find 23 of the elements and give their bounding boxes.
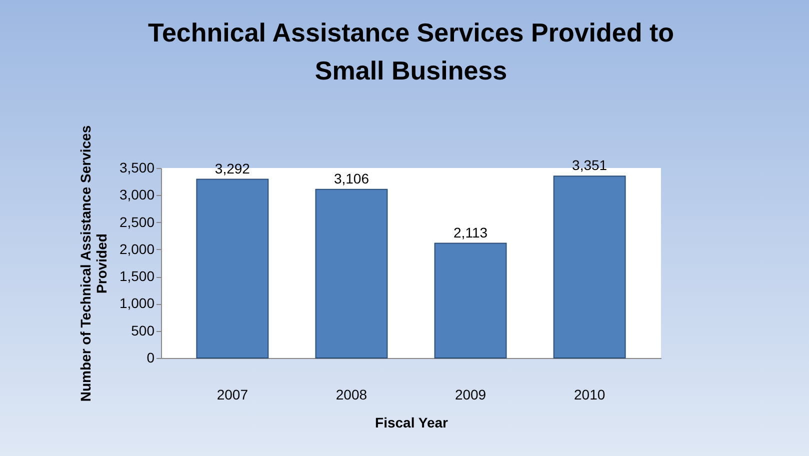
y-tick-label: 0 bbox=[146, 350, 155, 366]
y-tick-label: 500 bbox=[131, 322, 155, 338]
bar bbox=[553, 176, 626, 358]
x-tick-label: 2010 bbox=[574, 386, 606, 402]
x-axis-title: Fiscal Year bbox=[375, 414, 449, 430]
data-label: 2,113 bbox=[454, 224, 488, 240]
y-tick-label: 2,000 bbox=[119, 240, 155, 257]
x-tick-label: 2007 bbox=[216, 386, 248, 402]
data-label: 3,292 bbox=[214, 160, 250, 176]
y-tick-label: 1,500 bbox=[119, 268, 155, 284]
chart-title: Technical Assistance Services Provided to Small Business bbox=[148, 18, 674, 86]
y-tick-label: 3,000 bbox=[119, 186, 155, 203]
data-label: 3,106 bbox=[334, 170, 370, 186]
y-axis-title: Number of Technical Assistance Services Provided bbox=[77, 125, 110, 402]
y-tick-label: 3,500 bbox=[119, 160, 155, 176]
bar bbox=[196, 178, 269, 358]
x-tick-label: 2009 bbox=[454, 386, 486, 402]
bar bbox=[434, 242, 507, 358]
y-tick-label: 2,500 bbox=[119, 214, 155, 230]
bar bbox=[315, 188, 388, 358]
x-tick-label: 2008 bbox=[336, 386, 368, 402]
y-tick-label: 1,000 bbox=[119, 295, 155, 312]
data-label: 3,351 bbox=[572, 157, 608, 174]
